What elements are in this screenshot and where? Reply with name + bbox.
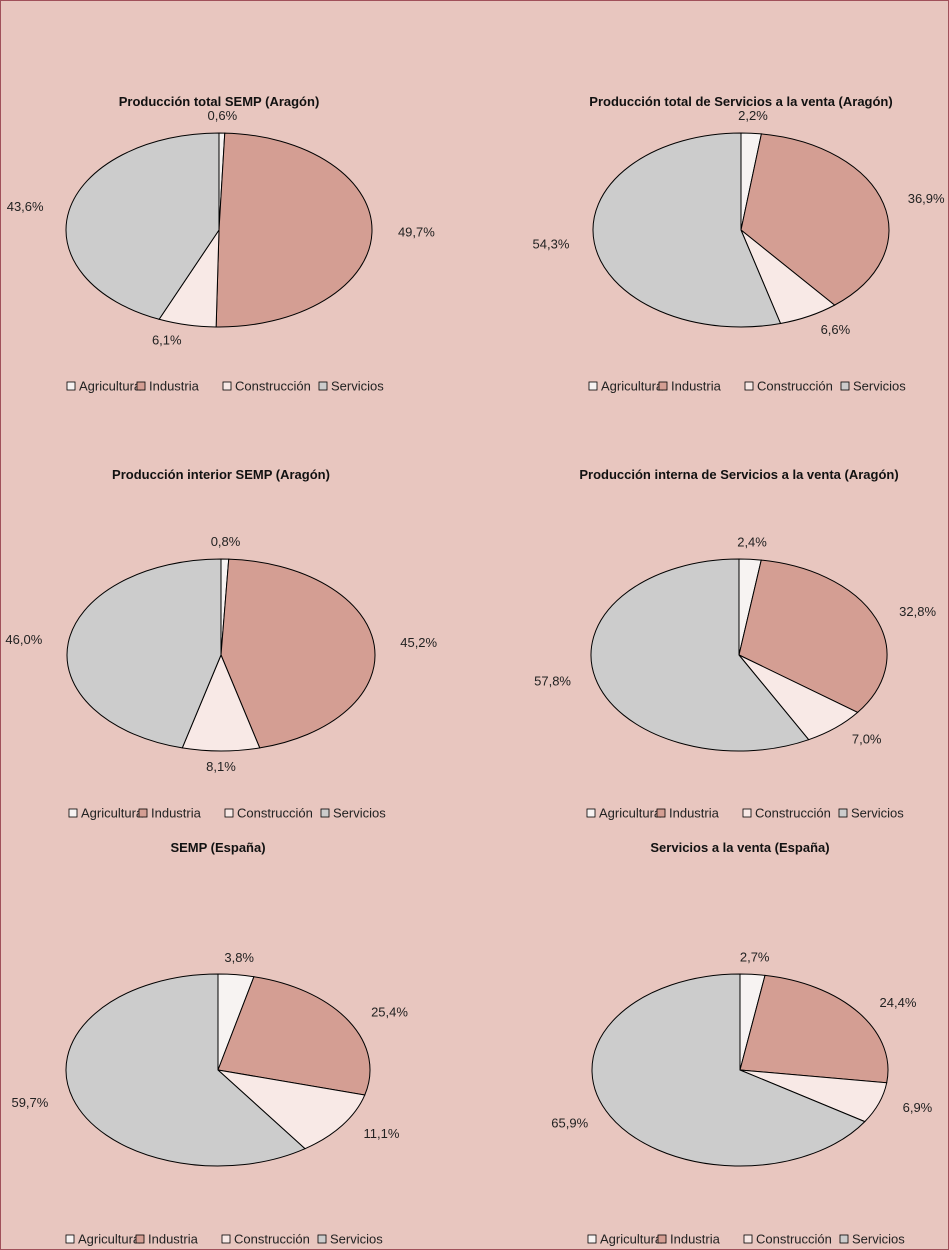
legend-label: Servicios	[852, 1231, 905, 1246]
pie-slice	[592, 132, 782, 328]
data-label: 43,6%	[7, 199, 44, 214]
data-label: 49,7%	[398, 225, 435, 240]
legend-swatch	[657, 1234, 667, 1244]
legend-swatch	[66, 381, 76, 391]
legend-label: Servicios	[330, 1231, 383, 1246]
data-label: 24,4%	[880, 995, 917, 1010]
legend-label: Servicios	[331, 378, 384, 393]
legend-swatch	[65, 1234, 75, 1244]
legend-swatch	[658, 381, 668, 391]
data-label: 0,8%	[211, 534, 241, 549]
data-label: 6,9%	[903, 1100, 933, 1115]
legend-swatch	[135, 1234, 145, 1244]
data-label: 57,8%	[534, 674, 571, 689]
data-label: 0,6%	[208, 108, 238, 123]
legend-label: Construcción	[757, 378, 833, 393]
legend-swatch	[318, 381, 328, 391]
legend-label: Industria	[151, 805, 202, 820]
legend-label: Industria	[669, 805, 720, 820]
legend-label: Industria	[670, 1231, 721, 1246]
data-label: 2,7%	[740, 950, 770, 965]
legend-label: Construcción	[756, 1231, 832, 1246]
data-label: 3,8%	[224, 950, 254, 965]
legend-swatch	[221, 1234, 231, 1244]
legend-swatch	[136, 381, 146, 391]
legend-label: Servicios	[851, 805, 904, 820]
legend-label: Agricultura	[78, 1231, 141, 1246]
legend-swatch	[743, 1234, 753, 1244]
data-label: 32,8%	[899, 604, 936, 619]
data-label: 65,9%	[551, 1115, 588, 1130]
pie-slice	[591, 973, 866, 1167]
legend-label: Industria	[671, 378, 722, 393]
legend-label: Construcción	[755, 805, 831, 820]
chart-title: Servicios a la venta (España)	[650, 840, 830, 855]
legend-swatch	[317, 1234, 327, 1244]
legend-label: Agricultura	[601, 378, 664, 393]
pie-slice	[740, 133, 890, 306]
pie-slice	[217, 976, 371, 1096]
chart-title: Producción total SEMP (Aragón)	[118, 94, 320, 109]
legend-label: Industria	[148, 1231, 199, 1246]
legend-swatch	[656, 808, 666, 818]
pie-slice	[216, 1069, 366, 1150]
legend-label: Agricultura	[81, 805, 144, 820]
legend-swatch	[838, 808, 848, 818]
data-label: 6,1%	[152, 332, 182, 347]
legend-swatch	[224, 808, 234, 818]
data-label: 7,0%	[852, 732, 882, 747]
data-label: 36,9%	[908, 191, 945, 206]
pie-slice	[66, 558, 222, 749]
legend-swatch	[840, 381, 850, 391]
pie-slice	[220, 558, 376, 749]
legend-swatch	[320, 808, 330, 818]
chart-title: SEMP (España)	[170, 840, 266, 855]
legend-swatch	[587, 1234, 597, 1244]
pie-slice	[65, 973, 306, 1167]
data-label: 54,3%	[533, 237, 570, 252]
data-label: 2,2%	[738, 108, 768, 123]
legend-label: Construcción	[235, 378, 311, 393]
legend-swatch	[138, 808, 148, 818]
legend-swatch	[222, 381, 232, 391]
legend-swatch	[839, 1234, 849, 1244]
legend-swatch	[588, 381, 598, 391]
pie-slice	[590, 558, 810, 752]
pie-slice	[215, 132, 373, 328]
data-label: 11,1%	[363, 1126, 399, 1141]
data-label: 8,1%	[206, 759, 236, 774]
data-label: 25,4%	[371, 1004, 408, 1019]
legend-swatch	[744, 381, 754, 391]
legend-label: Agricultura	[599, 805, 662, 820]
data-label: 6,6%	[821, 322, 851, 337]
legend-label: Construcción	[237, 805, 313, 820]
pie-slice	[738, 559, 888, 713]
chart-title: Producción interior SEMP (Aragón)	[112, 467, 330, 482]
legend-swatch	[586, 808, 596, 818]
legend-label: Servicios	[333, 805, 386, 820]
legend-swatch	[68, 808, 78, 818]
chart-title: Producción interna de Servicios a la ven…	[579, 467, 899, 482]
legend-label: Agricultura	[600, 1231, 663, 1246]
legend-label: Construcción	[234, 1231, 310, 1246]
legend-label: Industria	[149, 378, 200, 393]
data-label: 2,4%	[737, 534, 767, 549]
legend-swatch	[742, 808, 752, 818]
pie-slice	[65, 132, 220, 320]
legend-label: Agricultura	[79, 378, 142, 393]
pie-slice	[739, 974, 889, 1084]
data-label: 46,0%	[5, 632, 42, 647]
legend-label: Servicios	[853, 378, 906, 393]
data-label: 45,2%	[400, 635, 437, 650]
data-label: 59,7%	[11, 1095, 48, 1110]
chart-title: Producción total de Servicios a la venta…	[589, 94, 893, 109]
